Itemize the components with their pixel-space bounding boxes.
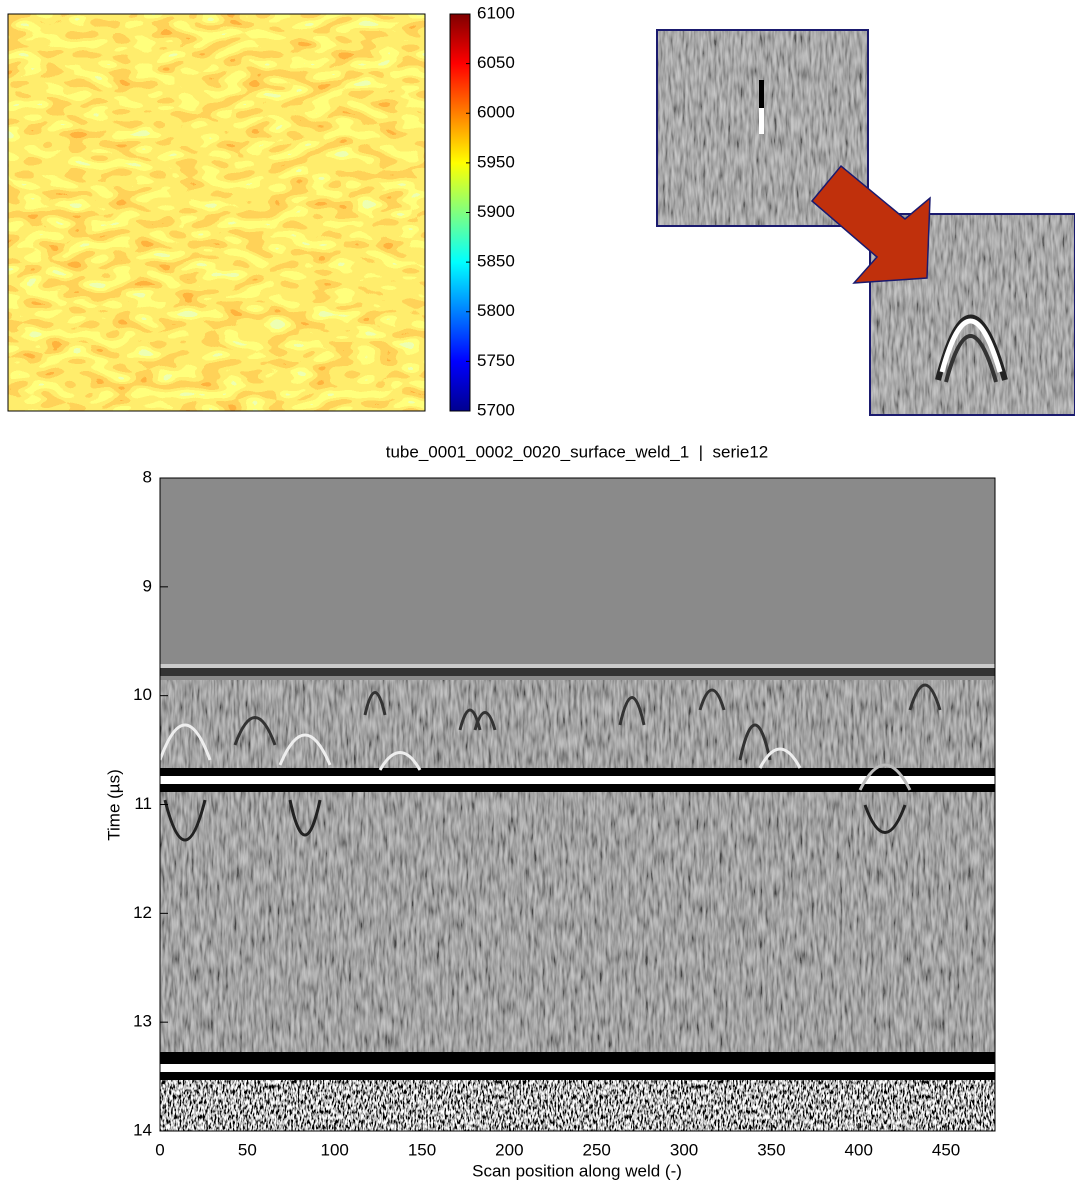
bscan-echo [160,1064,995,1072]
x-tick-label: 300 [670,1140,698,1159]
arrow [810,164,931,284]
inset-reflector [759,80,764,108]
y-tick-label: 14 [133,1120,152,1139]
heatmap-image [8,14,425,411]
bscan-echo [160,1052,995,1064]
colorbar-tick-label: 5950 [477,152,515,171]
colorbar-tick-label: 5750 [477,351,515,370]
colorbar-tick-label: 5700 [477,400,515,419]
inset-frame [656,29,869,227]
bscan-noise [160,1080,995,1131]
y-tick-label: 11 [134,794,152,813]
x-tick-label: 150 [408,1140,436,1159]
bscan-echo [160,768,995,776]
x-tick-label: 0 [155,1140,164,1159]
colorbar-tick-label: 5800 [477,301,515,320]
heatmap-frame [7,13,426,412]
bscan-echo [160,784,995,792]
y-tick-label: 8 [143,467,152,486]
bscan-echo [160,1072,995,1080]
inset-hyperbola-curve [939,318,1003,373]
x-tick-label: 250 [583,1140,611,1159]
x-tick-label: 50 [238,1140,257,1159]
y-tick-label: 13 [133,1012,152,1031]
colorbar-tick-label: 5900 [477,202,515,221]
bscan-echo [160,664,995,668]
x-tick-label: 350 [757,1140,785,1159]
y-axis-label: Time (µs) [104,769,123,841]
colorbar-tick-label: 6000 [477,103,515,122]
bscan-axes: 0 50 100 150 200 250 300 350 400 450 8 9 10 11 12 13 14 [133,467,960,1159]
colorbar-tick-label: 6100 [477,3,515,22]
inset-frame [869,213,1075,416]
y-tick-label: 9 [143,576,152,595]
x-axis-label: Scan position along weld (-) [472,1161,682,1180]
y-tick-label: 10 [133,685,152,704]
bscan-image [160,478,995,1131]
colorbar-tick-label: 5850 [477,252,515,271]
inset-reflector [759,108,764,134]
colorbar-tick-label: 6050 [477,53,515,72]
bscan-echo [160,776,995,784]
x-tick-label: 450 [932,1140,960,1159]
inset-hyperbola-curve [944,334,998,383]
x-tick-label: 200 [495,1140,523,1159]
chart-title: tube_0001_0002_0020_surface_weld_1 | ser… [386,442,769,461]
y-tick-label: 12 [133,903,152,922]
x-tick-label: 100 [320,1140,348,1159]
x-tick-label: 400 [845,1140,873,1159]
colorbar: 5700 5750 5800 5850 5900 5950 6000 6050 6100 [449,3,515,419]
bscan-diffractions [160,683,942,842]
bscan-echo [160,668,995,676]
